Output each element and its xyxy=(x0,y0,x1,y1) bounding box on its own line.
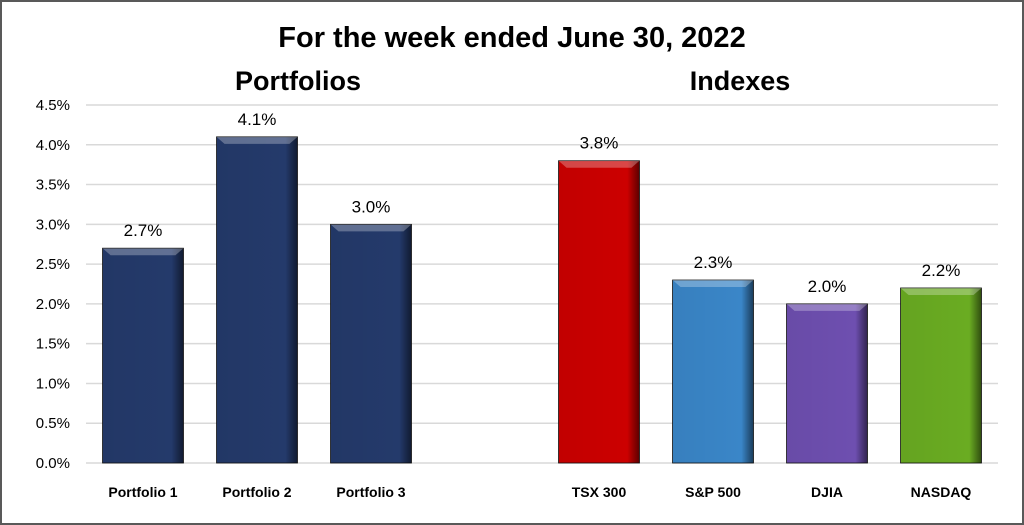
bar-bevel xyxy=(330,224,412,232)
bar-shade xyxy=(102,248,184,463)
y-tick-label: 0.5% xyxy=(36,415,70,432)
bar-djia: 2.0% xyxy=(786,277,868,464)
x-tick-label: Portfolio 2 xyxy=(222,484,291,500)
bar-bevel xyxy=(672,280,754,288)
group-label-portfolios: Portfolios xyxy=(235,66,361,96)
x-tick-label: TSX 300 xyxy=(572,484,627,500)
y-tick-label: 1.5% xyxy=(36,336,70,353)
x-tick-label: Portfolio 3 xyxy=(336,484,405,500)
y-tick-label: 4.0% xyxy=(36,137,70,154)
group-label-indexes: Indexes xyxy=(690,66,791,96)
bar-s-p-500: 2.3% xyxy=(672,253,754,464)
data-label: 2.2% xyxy=(922,261,961,280)
x-tick-label: DJIA xyxy=(811,484,843,500)
bar-bevel xyxy=(102,248,184,256)
x-tick-label: NASDAQ xyxy=(911,484,972,500)
y-tick-label: 3.0% xyxy=(36,216,70,233)
data-label: 3.8% xyxy=(580,134,619,153)
y-tick-label: 0.0% xyxy=(36,455,70,472)
bar-shade xyxy=(786,303,868,463)
bar-bevel xyxy=(558,160,640,168)
bar-shade xyxy=(672,280,754,463)
data-label: 3.0% xyxy=(352,197,391,216)
y-tick-label: 4.5% xyxy=(36,97,70,114)
bar-shade xyxy=(216,136,298,464)
bar-bevel xyxy=(900,287,982,295)
chart-title: For the week ended June 30, 2022 xyxy=(278,22,745,54)
x-tick-label: S&P 500 xyxy=(685,484,741,500)
bar-shade xyxy=(558,160,640,463)
bar-bevel xyxy=(786,303,868,311)
x-tick-label: Portfolio 1 xyxy=(108,484,177,500)
data-label: 4.1% xyxy=(238,110,277,129)
bar-shade xyxy=(900,287,982,463)
y-tick-label: 1.0% xyxy=(36,375,70,392)
bar-portfolio-2: 4.1% xyxy=(216,110,298,464)
bar-portfolio-3: 3.0% xyxy=(330,197,412,464)
bar-shade xyxy=(330,224,412,463)
data-label: 2.3% xyxy=(694,253,733,272)
y-tick-label: 2.0% xyxy=(36,296,70,313)
y-tick-label: 2.5% xyxy=(36,256,70,273)
y-tick-label: 3.5% xyxy=(36,177,70,194)
bar-nasdaq: 2.2% xyxy=(900,261,982,464)
bar-bevel xyxy=(216,136,298,144)
bar-portfolio-1: 2.7% xyxy=(102,221,184,464)
data-label: 2.7% xyxy=(124,221,163,240)
data-label: 2.0% xyxy=(808,277,847,296)
bar-tsx-300: 3.8% xyxy=(558,134,640,464)
